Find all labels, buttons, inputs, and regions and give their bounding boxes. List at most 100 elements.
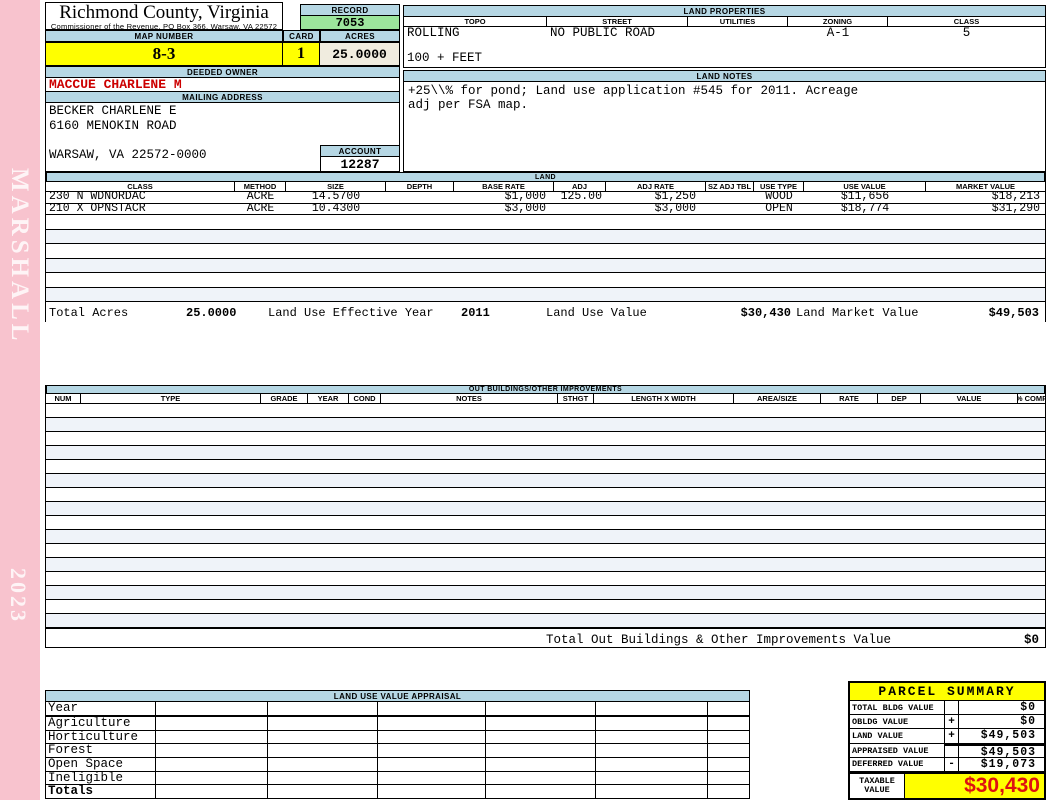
county-title: Richmond County, Virginia — [59, 2, 269, 23]
appraisal-row: Totals — [46, 785, 749, 800]
map-number-value: 8-3 — [45, 42, 283, 66]
land-table-empty-row — [46, 273, 1045, 288]
parcel-summary-row-value: $19,073 — [980, 757, 1036, 771]
land-notes-title: LAND NOTES — [403, 70, 1046, 82]
acres-label: ACRES — [320, 30, 400, 42]
parcel-summary-title: PARCEL SUMMARY — [850, 683, 1044, 701]
out-buildings-table: OUT BUILDINGS/OTHER IMPROVEMENTS NUM TYPE… — [45, 385, 1046, 648]
appraisal-empty-cell — [268, 730, 378, 744]
card-label: CARD — [283, 30, 320, 42]
land-properties-value-cell: A-1 — [826, 27, 850, 40]
appraisal-empty-cell — [596, 702, 708, 715]
out-buildings-empty-row — [46, 600, 1045, 614]
out-buildings-empty-row — [46, 614, 1045, 628]
land-table-cell — [706, 204, 754, 215]
appraisal-row-label: Totals — [46, 785, 156, 800]
out-buildings-column-header: NUM — [46, 394, 81, 403]
out-buildings-column-header: RATE — [821, 394, 878, 403]
land-notes-line: +25\\% for pond; Land use application #5… — [408, 84, 859, 98]
appraisal-empty-cell — [156, 744, 268, 758]
account-label: ACCOUNT — [320, 145, 400, 157]
land-properties-value-cell: ROLLING — [407, 27, 460, 40]
out-buildings-column-header: COND — [349, 394, 381, 403]
land-table-column-header: USE VALUE — [804, 182, 926, 191]
land-table-row: 210 X OPNSTACR ACRE 10.4300 $3,000 $3,000 OPE… — [46, 203, 1045, 215]
deeded-owner-label: DEEDED OWNER — [45, 66, 400, 78]
land-properties-value-row: ROLLING NO PUBLIC ROAD A-1 5 — [404, 27, 1045, 40]
appraisal-empty-cell — [378, 785, 486, 800]
parcel-summary-operator: + — [945, 715, 959, 729]
appraisal-empty-cell — [486, 758, 596, 771]
land-properties-extra: 100 + FEET — [407, 51, 483, 65]
land-properties-value-cell: NO PUBLIC ROAD — [550, 27, 656, 40]
appraisal-row-label: Year — [46, 702, 156, 715]
parcel-summary-row-value: $49,503 — [959, 743, 1044, 759]
appraisal-row-label: Horticulture — [46, 730, 156, 744]
deeded-owner-value: MACCUE CHARLENE M — [45, 78, 400, 91]
appraisal-empty-cell — [486, 730, 596, 744]
parcel-summary: PARCEL SUMMARY TOTAL BLDG VALUE $0 OBLDG V… — [848, 681, 1046, 800]
land-table-cell: 210 X OPNSTACR — [49, 203, 146, 214]
land-market-value-label: Land Market Value — [796, 306, 919, 320]
appraisal-empty-cell — [268, 744, 378, 758]
effective-year-value: 2011 — [461, 306, 490, 320]
land-table-column-header: DEPTH — [386, 182, 454, 191]
land-properties-box: TOPO STREET UTILITIES ZONING CLASS ROLLING NO… — [403, 17, 1046, 68]
commissioner-subtitle: Commissioner of the Revenue, PO Box 366,… — [50, 22, 278, 31]
out-buildings-column-header: STHGT — [558, 394, 594, 403]
out-buildings-empty-row — [46, 558, 1045, 572]
out-buildings-empty-row — [46, 432, 1045, 446]
land-table-empty-row — [46, 287, 1045, 302]
appraisal-row-label: Open Space — [46, 758, 156, 771]
out-buildings-empty-row — [46, 572, 1045, 586]
appraisal-row: Open Space — [46, 758, 749, 772]
land-use-appraisal-body: Year Agriculture Horticulture Forest Open Sp… — [46, 702, 749, 800]
appraisal-empty-cell — [268, 785, 378, 800]
appraisal-row: Agriculture — [46, 717, 749, 731]
land-table-cell: $18,213 — [991, 192, 1040, 203]
effective-year-label: Land Use Effective Year — [268, 306, 434, 320]
card-value: 1 — [283, 42, 320, 66]
out-buildings-column-header: VALUE — [921, 394, 1018, 403]
land-properties-column-header: UTILITIES — [688, 17, 788, 26]
parcel-summary-row-label: LAND VALUE — [850, 729, 945, 743]
record-box: RECORD 7053 — [300, 4, 400, 30]
mailing-address-line: BECKER CHARLENE E — [49, 104, 177, 118]
appraisal-empty-cell — [378, 717, 486, 730]
map-number-label: MAP NUMBER — [45, 30, 283, 42]
land-properties-value-cell — [688, 27, 788, 40]
land-table: LAND CLASS METHOD SIZE DEPTH BASE RATE ADJ ADJ… — [45, 172, 1046, 322]
land-market-value: $49,503 — [988, 306, 1039, 320]
appraisal-row-label: Agriculture — [46, 717, 156, 730]
land-table-cell — [706, 192, 754, 203]
out-buildings-column-header: GRADE — [261, 394, 308, 403]
appraisal-empty-cell — [268, 771, 378, 785]
out-buildings-empty-row — [46, 516, 1045, 530]
land-table-cell: ACRE — [246, 192, 275, 203]
appraisal-empty-cell — [268, 702, 378, 715]
land-totals-row: Total Acres 25.0000 Land Use Effective Y… — [46, 302, 1045, 322]
appraisal-empty-cell — [156, 771, 268, 785]
land-notes-box: +25\\% for pond; Land use application #5… — [403, 82, 1046, 172]
land-table-cell: 230 N WDNORDAC — [49, 192, 146, 203]
appraisal-empty-cell — [268, 717, 378, 730]
land-use-value: $30,430 — [740, 306, 791, 320]
land-table-cell: $3,000 — [654, 203, 696, 214]
appraisal-empty-cell — [596, 758, 708, 771]
parcel-summary-row-label: DEFERRED VALUE — [850, 757, 945, 771]
land-table-column-header: SZ ADJ TBL — [706, 182, 754, 191]
out-buildings-column-header: DEP — [878, 394, 921, 403]
appraisal-empty-cell — [708, 702, 749, 715]
appraisal-empty-cell — [708, 772, 749, 785]
appraisal-empty-cell — [486, 771, 596, 785]
land-table-header-row: CLASS METHOD SIZE DEPTH BASE RATE ADJ ADJ RATE… — [46, 182, 1045, 192]
out-buildings-title: OUT BUILDINGS/OTHER IMPROVEMENTS — [46, 385, 1045, 394]
account-value: 12287 — [320, 157, 400, 172]
appraisal-row-label: Ineligible — [46, 771, 156, 785]
parcel-summary-row-value: $49,503 — [980, 729, 1036, 743]
appraisal-empty-cell — [708, 744, 749, 757]
land-table-cell: $31,290 — [991, 203, 1040, 214]
out-buildings-empty-row — [46, 586, 1045, 600]
appraisal-empty-cell — [378, 702, 486, 715]
land-table-column-header: ADJ RATE — [606, 182, 706, 191]
